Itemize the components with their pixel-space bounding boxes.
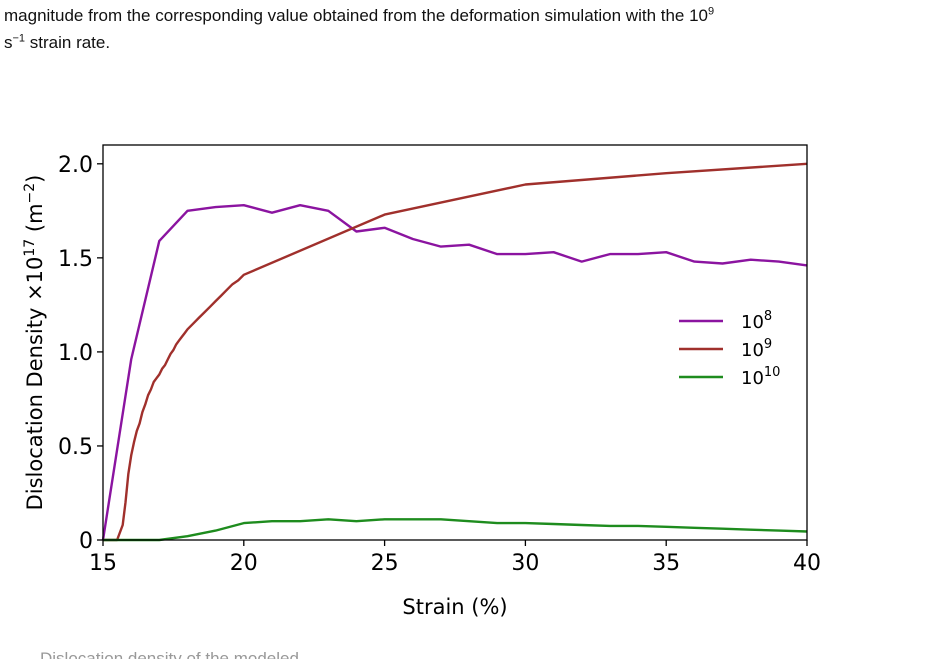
paragraph-unit-base: s	[4, 33, 13, 52]
y-tick-label: 2.0	[58, 153, 93, 178]
x-axis-label: Strain (%)	[402, 595, 507, 619]
body-paragraph: magnitude from the corresponding value o…	[4, 2, 939, 56]
legend-label: 109	[741, 337, 772, 361]
y-tick-label: 1.5	[58, 247, 93, 272]
x-tick-label: 20	[230, 551, 258, 576]
dislocation-density-chart: 15 20 25 30 35 40 0 0.5 1.0 1.5 2.0 Strain (%) Dis…	[22, 144, 821, 619]
x-tick-label: 30	[511, 551, 539, 576]
figure-caption: Dislocation density of the modeled...	[40, 649, 314, 659]
y-tick-label: 0	[79, 529, 93, 554]
y-axis-label-exp: 17	[22, 239, 38, 257]
legend-label: 1010	[741, 365, 780, 389]
x-tick-label: 25	[371, 551, 399, 576]
legend-label: 108	[741, 309, 772, 333]
series-line-10-9	[103, 162, 808, 542]
y-axis-label: Dislocation Density ×1017 (m−2)	[22, 175, 47, 511]
y-tick-label: 0.5	[58, 435, 93, 460]
y-axis-label-close: )	[23, 175, 47, 183]
series-line-10-10	[103, 518, 808, 542]
paragraph-unit-sup: −1	[12, 32, 26, 45]
paragraph-line1-sup: 9	[708, 5, 715, 18]
legend: 108 109 1010	[679, 309, 780, 389]
y-axis-label-unit: (m	[23, 203, 47, 238]
paragraph-line1: magnitude from the corresponding value o…	[4, 6, 709, 25]
y-axis-label-unit-exp: −2	[22, 183, 38, 204]
x-tick-label: 15	[89, 551, 117, 576]
y-axis-label-main: Dislocation Density ×10	[23, 257, 47, 511]
paragraph-line2: strain rate.	[25, 33, 111, 52]
series-line-10-8	[101, 203, 808, 541]
y-tick-label: 1.0	[58, 341, 93, 366]
x-tick-label: 40	[793, 551, 821, 576]
plot-frame	[102, 144, 808, 541]
x-tick-label: 35	[652, 551, 680, 576]
